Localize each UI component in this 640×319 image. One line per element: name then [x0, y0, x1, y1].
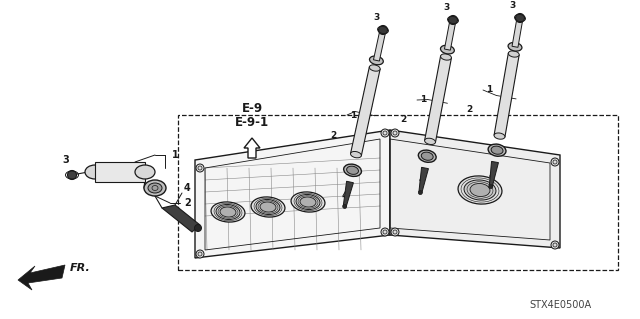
Ellipse shape	[260, 202, 276, 212]
Circle shape	[551, 158, 559, 166]
Ellipse shape	[144, 180, 166, 196]
Ellipse shape	[211, 202, 245, 222]
Polygon shape	[494, 53, 519, 137]
Polygon shape	[244, 138, 260, 158]
Polygon shape	[424, 56, 451, 142]
Polygon shape	[343, 181, 353, 207]
Ellipse shape	[216, 204, 240, 219]
Polygon shape	[95, 162, 145, 182]
Text: 4: 4	[419, 175, 425, 184]
Text: 3: 3	[443, 4, 449, 12]
Ellipse shape	[488, 144, 506, 156]
Ellipse shape	[148, 183, 162, 193]
Circle shape	[381, 228, 389, 236]
Polygon shape	[512, 18, 523, 47]
Ellipse shape	[424, 138, 435, 145]
Polygon shape	[489, 161, 499, 187]
Text: E-9-1: E-9-1	[235, 115, 269, 129]
Polygon shape	[444, 19, 456, 50]
Polygon shape	[195, 130, 390, 258]
Text: 1: 1	[172, 150, 179, 160]
Ellipse shape	[135, 165, 155, 179]
Circle shape	[391, 228, 399, 236]
Ellipse shape	[85, 165, 105, 179]
Polygon shape	[351, 67, 380, 156]
Circle shape	[195, 225, 202, 232]
Ellipse shape	[491, 146, 503, 154]
Text: 3: 3	[63, 155, 69, 165]
Text: 4: 4	[342, 190, 348, 199]
Ellipse shape	[344, 164, 362, 176]
Circle shape	[419, 190, 422, 195]
Circle shape	[449, 16, 458, 25]
Text: 3: 3	[510, 2, 516, 11]
Ellipse shape	[508, 42, 522, 51]
Circle shape	[67, 170, 77, 180]
Ellipse shape	[470, 183, 490, 197]
Circle shape	[378, 26, 387, 34]
Text: 2: 2	[184, 198, 191, 208]
Ellipse shape	[369, 65, 380, 71]
Text: 1: 1	[350, 110, 356, 120]
Ellipse shape	[440, 54, 451, 60]
Ellipse shape	[251, 197, 285, 217]
Ellipse shape	[419, 150, 436, 162]
Circle shape	[196, 164, 204, 172]
Ellipse shape	[440, 45, 454, 54]
Polygon shape	[390, 130, 560, 248]
Ellipse shape	[351, 152, 362, 158]
Text: 3: 3	[374, 13, 380, 23]
Polygon shape	[18, 265, 65, 290]
Ellipse shape	[256, 199, 280, 215]
Bar	[178, 115, 618, 270]
Text: 1: 1	[420, 95, 426, 105]
Circle shape	[381, 129, 389, 137]
Ellipse shape	[220, 207, 236, 217]
Text: 4: 4	[184, 183, 190, 193]
Polygon shape	[374, 29, 386, 61]
Circle shape	[196, 250, 204, 258]
Ellipse shape	[464, 180, 496, 200]
Ellipse shape	[296, 195, 320, 210]
Ellipse shape	[291, 192, 325, 212]
Circle shape	[551, 241, 559, 249]
Polygon shape	[162, 205, 200, 232]
Text: 2: 2	[330, 130, 336, 139]
Circle shape	[489, 185, 493, 189]
Ellipse shape	[421, 152, 433, 160]
Text: 2: 2	[400, 115, 406, 124]
Circle shape	[515, 13, 525, 23]
Text: STX4E0500A: STX4E0500A	[529, 300, 591, 310]
Polygon shape	[419, 167, 428, 193]
Circle shape	[342, 204, 347, 208]
Ellipse shape	[300, 197, 316, 207]
Text: 4: 4	[489, 170, 495, 180]
Circle shape	[391, 129, 399, 137]
Text: 1: 1	[486, 85, 492, 94]
Ellipse shape	[508, 51, 519, 57]
Ellipse shape	[458, 176, 502, 204]
Ellipse shape	[369, 56, 383, 65]
Text: E-9: E-9	[241, 101, 262, 115]
Ellipse shape	[494, 133, 505, 139]
Text: 2: 2	[466, 106, 472, 115]
Ellipse shape	[347, 166, 358, 174]
Text: FR.: FR.	[70, 263, 91, 273]
